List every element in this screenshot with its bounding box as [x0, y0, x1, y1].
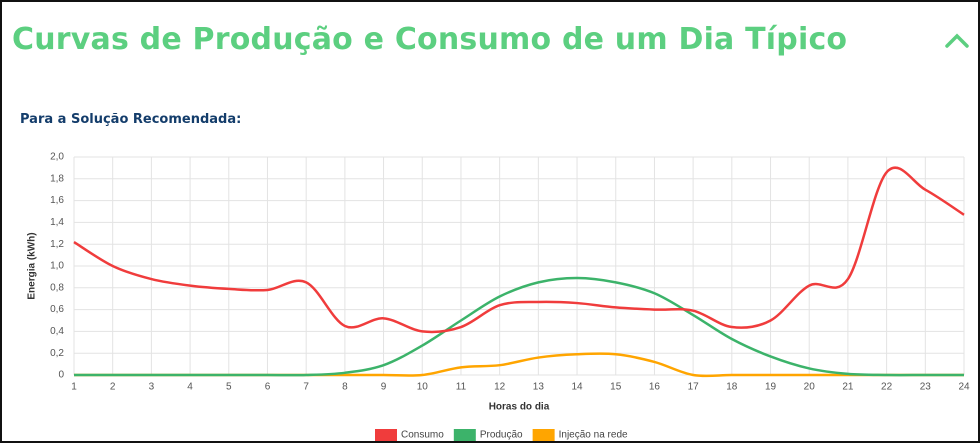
x-tick-label: 22	[881, 382, 893, 393]
y-tick-label: 0,6	[50, 304, 64, 315]
panel-title: Curvas de Produção e Consumo de um Dia T…	[12, 22, 848, 57]
x-tick-label: 11	[456, 382, 467, 393]
x-tick-label: 10	[417, 382, 429, 393]
legend-label: Produção	[480, 430, 523, 441]
x-tick-label: 15	[610, 382, 622, 393]
x-tick-label: 23	[920, 382, 932, 393]
x-tick-label: 6	[265, 382, 271, 393]
y-tick-label: 1,4	[50, 217, 64, 228]
chart: 00,20,40,60,81,01,21,41,61,82,01 2 3 4 5 6 7 8 9…	[27, 152, 970, 441]
x-tick-label: 16	[649, 382, 661, 393]
x-tick-label: 17	[688, 382, 700, 393]
x-tick-label: 24	[958, 382, 970, 393]
series-line	[74, 276, 964, 377]
x-tick-label: 7	[303, 382, 309, 393]
x-tick-label: 19	[765, 382, 777, 393]
y-axis-label: Energia (kWh)	[27, 232, 38, 299]
y-tick-label: 1,6	[50, 195, 64, 206]
legend-swatch	[453, 429, 476, 441]
x-tick-label: 21	[842, 382, 854, 393]
x-tick-label: 13	[533, 382, 545, 393]
x-tick-label: 20	[804, 382, 816, 393]
x-tick-label: 1	[71, 382, 77, 393]
x-tick-label: 8	[342, 382, 348, 393]
legend-label: Consumo	[401, 430, 444, 441]
x-tick-label: 4	[187, 382, 193, 393]
y-tick-label: 1,0	[50, 261, 64, 272]
legend-swatch	[532, 429, 555, 441]
x-tick-label: 5	[226, 382, 232, 393]
x-tick-label: 2	[110, 382, 116, 393]
x-axis-label: Horas do dia	[489, 402, 550, 413]
chevron-icon[interactable]	[945, 33, 969, 48]
collapse-button[interactable]	[944, 32, 970, 50]
y-tick-label: 2,0	[50, 152, 64, 163]
legend-swatch	[375, 429, 397, 441]
y-tick-label: 1,2	[50, 239, 64, 250]
x-tick-label: 3	[149, 382, 155, 393]
subtitle: Para a Solução Recomendada:	[20, 112, 242, 127]
y-tick-label: 0,8	[50, 282, 64, 293]
x-tick-label: 9	[381, 382, 387, 393]
x-tick-label: 12	[494, 382, 506, 393]
legend-label: Injeção na rede	[559, 430, 628, 441]
x-tick-label: 18	[726, 382, 738, 393]
y-tick-label: 1,8	[50, 173, 64, 184]
y-tick-label: 0,2	[50, 348, 64, 359]
series-line	[73, 166, 965, 334]
x-tick-label: 14	[571, 382, 583, 393]
y-tick-label: 0,4	[50, 326, 64, 337]
y-tick-label: 0	[58, 370, 64, 381]
